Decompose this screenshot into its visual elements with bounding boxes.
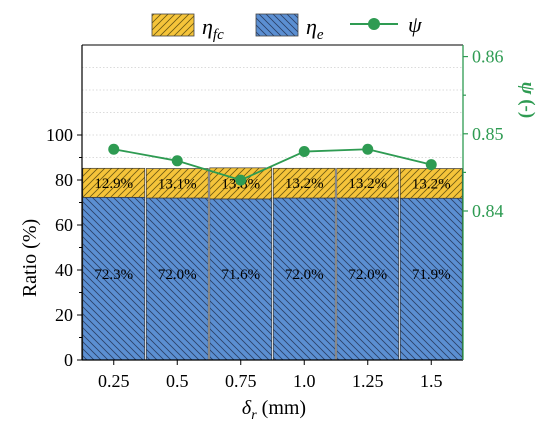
y-tick-label: 80	[55, 170, 73, 190]
data-label-eta-e: 71.6%	[221, 267, 260, 283]
data-label-eta-fc: 13.1%	[158, 176, 197, 192]
bar-eta-fc	[145, 168, 209, 199]
legend-marker-psi	[368, 18, 380, 30]
plot-area: 72.3%12.9%0.2572.0%13.1%0.571.6%13.8%0.7…	[46, 44, 504, 391]
psi-point	[298, 146, 310, 158]
psi-line	[113, 148, 432, 182]
legend-swatch-eta-fc	[151, 13, 195, 37]
data-label-eta-e: 72.0%	[285, 267, 324, 283]
data-label-eta-e: 72.0%	[348, 267, 387, 283]
legend-label-psi: ψ	[408, 12, 422, 37]
psi-point	[171, 155, 183, 167]
y-tick-label: 40	[55, 260, 73, 280]
x-tick-label: 1.25	[352, 371, 384, 391]
data-label-eta-fc: 13.2%	[348, 176, 387, 192]
legend-item-psi: ψ	[350, 12, 422, 37]
y-axis-label: Ratio (%)	[19, 219, 41, 297]
bar-eta-e	[399, 197, 463, 361]
y2-tick-label: 0.84	[472, 201, 504, 221]
y2-axis-label: ψ (-)	[517, 82, 538, 118]
x-axis-label: δr (mm)	[242, 397, 306, 423]
y2-tick-label: 0.85	[472, 124, 504, 144]
x-tick-label: 0.75	[225, 371, 257, 391]
legend-item-eta-fc: ηfc	[151, 13, 224, 43]
legend-label-eta-fc: ηfc	[202, 14, 224, 43]
bar-eta-e	[209, 198, 273, 361]
psi-point	[362, 143, 374, 155]
data-label-eta-fc: 13.2%	[412, 176, 451, 192]
legend-swatch-eta-e	[255, 13, 299, 37]
bar-eta-fc	[272, 167, 336, 199]
psi-point	[425, 159, 437, 171]
data-label-eta-fc: 12.9%	[94, 176, 133, 192]
data-label-eta-e: 72.3%	[94, 267, 133, 283]
psi-point	[108, 143, 120, 155]
bar-eta-e	[336, 197, 400, 361]
legend-label-eta-e: ηe	[306, 14, 324, 43]
bar-eta-e	[272, 197, 336, 361]
data-label-eta-e: 72.0%	[158, 267, 197, 283]
data-label-eta-fc: 13.2%	[285, 176, 324, 192]
bar-eta-fc	[82, 167, 146, 198]
y-tick-label: 100	[46, 125, 73, 145]
bar-eta-e	[145, 197, 209, 361]
x-tick-label: 0.25	[98, 371, 130, 391]
y-tick-label: 0	[64, 350, 73, 370]
psi-point	[235, 174, 247, 186]
legend: ηfc ηe ψ	[151, 12, 422, 43]
legend-item-eta-e: ηe	[255, 13, 324, 43]
x-tick-label: 1.0	[293, 371, 316, 391]
data-label-eta-e: 71.9%	[412, 267, 451, 283]
y-tick-label: 60	[55, 215, 73, 235]
bar-eta-fc	[336, 167, 400, 199]
bar-eta-fc	[399, 168, 463, 199]
x-tick-label: 0.5	[166, 371, 189, 391]
y-tick-label: 20	[55, 305, 73, 325]
y2-tick-label: 0.86	[472, 47, 504, 67]
x-tick-label: 1.5	[420, 371, 443, 391]
